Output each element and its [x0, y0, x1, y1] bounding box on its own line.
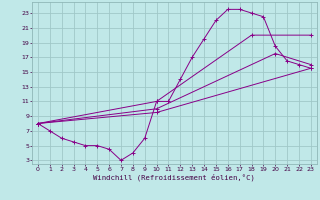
- X-axis label: Windchill (Refroidissement éolien,°C): Windchill (Refroidissement éolien,°C): [93, 174, 255, 181]
